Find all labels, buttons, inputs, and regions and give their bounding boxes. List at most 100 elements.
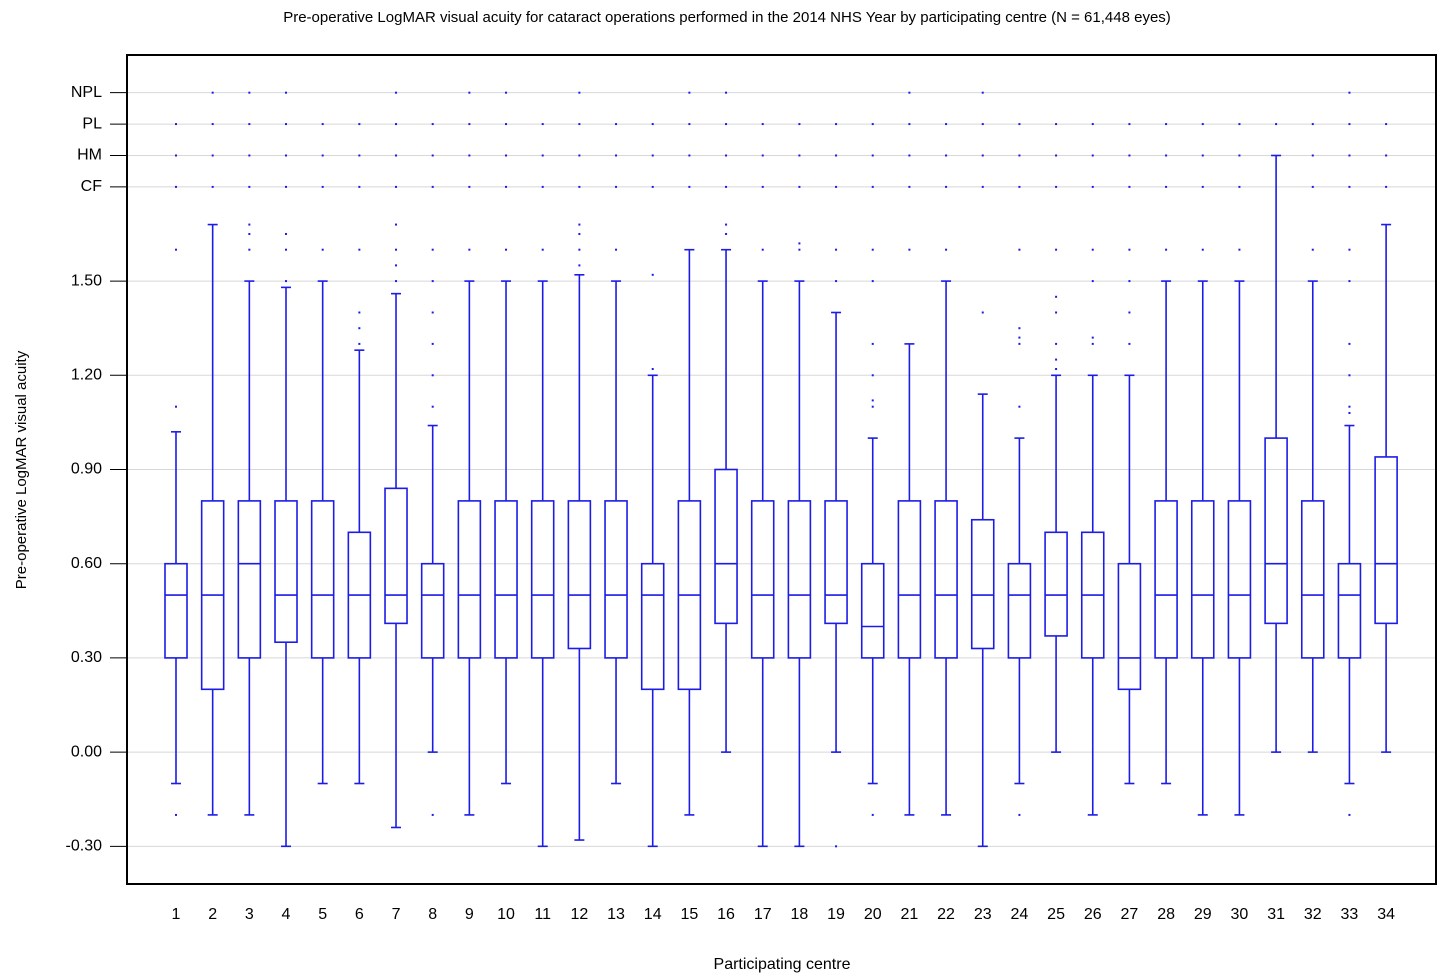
outlier [431,813,434,816]
outlier [1091,342,1094,345]
box [714,468,738,625]
box [1264,437,1288,625]
box [384,487,408,625]
outlier [1091,280,1094,283]
box [1337,562,1362,659]
outlier [358,248,361,251]
box [237,500,262,659]
box [640,562,665,691]
x-tick-label: 11 [534,906,551,923]
x-tick-label: 19 [827,906,845,923]
box [824,500,848,625]
outlier [1348,405,1351,408]
outlier [358,123,361,126]
outlier [1238,185,1241,188]
outlier [285,154,288,157]
outlier [871,154,874,157]
outlier [285,123,288,126]
outlier [945,185,948,188]
outlier [1091,336,1094,339]
outlier [651,368,654,371]
x-tick-label: 12 [570,906,588,923]
x-tick-label: 10 [497,906,515,923]
outlier [835,248,838,251]
outlier [505,185,508,188]
outlier [651,154,654,157]
y-tick-label: 1.50 [71,272,102,289]
outlier [835,185,838,188]
x-tick-label: 22 [937,906,955,923]
x-tick-label: 25 [1047,906,1065,923]
outlier [1055,311,1058,314]
outlier [1128,311,1131,314]
x-tick-label: 29 [1194,906,1212,923]
outlier [945,248,948,251]
outlier [578,232,581,235]
outlier [395,123,398,126]
outlier [431,374,434,377]
outlier [578,185,581,188]
outlier [871,280,874,283]
outlier [431,248,434,251]
outlier [175,185,177,188]
outlier [981,91,984,94]
outlier [871,399,874,402]
x-tick-label: 8 [428,906,437,923]
box [897,500,922,659]
outlier [1348,280,1351,283]
outlier [688,154,691,157]
x-tick-label: 28 [1157,906,1175,923]
outlier [578,264,581,267]
outlier [468,123,471,126]
box [1300,500,1325,659]
outlier [871,123,874,126]
outlier [578,154,581,157]
outlier [1348,154,1351,157]
outlier [835,154,838,157]
box [164,562,188,659]
box [310,500,335,659]
x-tick-label: 13 [607,906,625,923]
outlier [908,154,911,157]
x-tick-label: 27 [1121,906,1139,923]
outlier [1055,185,1058,188]
outlier [908,248,911,251]
outlier [578,223,581,226]
outlier [1348,411,1351,414]
outlier [1128,185,1131,188]
outlier [761,248,764,251]
box [494,500,518,659]
outlier [908,91,911,94]
y-tick-label: 0.60 [71,555,102,572]
x-tick-label: 26 [1084,906,1102,923]
x-tick-label: 1 [172,906,181,923]
outlier [321,185,324,188]
outlier [431,185,434,188]
outlier [321,248,324,251]
outlier [1018,248,1021,251]
outlier [1201,154,1204,157]
outlier [175,405,177,408]
outlier [1165,154,1168,157]
outlier [431,342,434,345]
outlier [505,248,508,251]
outlier [1311,248,1314,251]
outlier [1055,368,1058,371]
outlier [651,185,654,188]
outlier [1165,248,1168,251]
outlier [395,185,398,188]
outlier [505,154,508,157]
outlier [1055,248,1058,251]
outlier [468,248,471,251]
outlier [1018,154,1021,157]
outlier [248,232,251,235]
outlier [358,311,361,314]
chart-title: Pre-operative LogMAR visual acuity for c… [283,9,1171,26]
x-tick-label: 30 [1231,906,1249,923]
outlier [175,248,177,251]
y-tick-label: -0.30 [66,838,103,855]
outlier [175,813,177,816]
outlier [211,185,214,188]
x-tick-label: 24 [1011,906,1029,923]
